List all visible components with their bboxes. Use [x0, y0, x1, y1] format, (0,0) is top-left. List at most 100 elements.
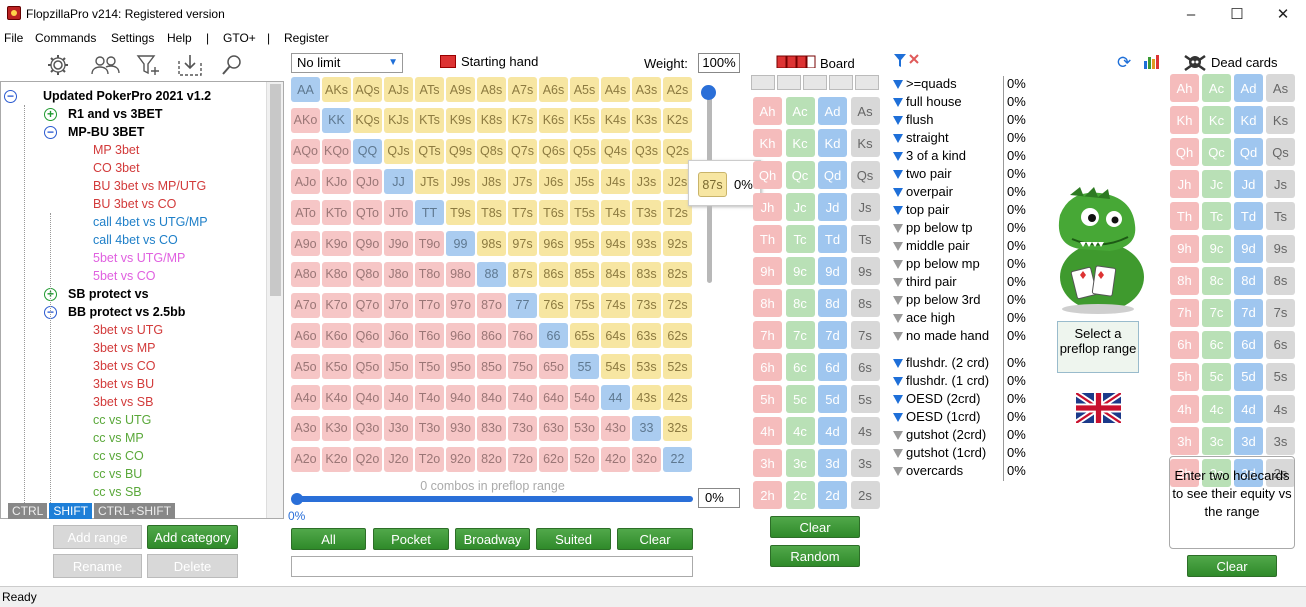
- hand-cell[interactable]: K4o: [322, 385, 351, 410]
- menu-help[interactable]: Help: [167, 31, 192, 45]
- board-card[interactable]: Jh: [753, 193, 782, 221]
- hand-cell[interactable]: 86s: [539, 261, 568, 287]
- close-button[interactable]: ✕: [1276, 6, 1290, 23]
- gear-icon[interactable]: [44, 52, 72, 78]
- collapse-icon[interactable]: −: [44, 126, 57, 139]
- filter-icon[interactable]: [893, 431, 903, 441]
- hand-cell[interactable]: JTo: [384, 200, 413, 226]
- stat-row[interactable]: OESD (1crd): [893, 408, 980, 426]
- hand-cell[interactable]: 43o: [601, 415, 630, 441]
- hand-cell[interactable]: KJo: [322, 169, 351, 195]
- hand-cell[interactable]: T8s: [477, 200, 506, 226]
- hand-cell[interactable]: 53o: [570, 415, 599, 441]
- hand-cell[interactable]: 54o: [570, 385, 599, 410]
- dead-card[interactable]: Ah: [1170, 74, 1199, 102]
- dead-card[interactable]: 2s: [1266, 459, 1295, 488]
- hand-cell[interactable]: QJo: [353, 169, 382, 195]
- hand-cell[interactable]: 22: [663, 446, 692, 472]
- hand-cell[interactable]: Q4s: [601, 138, 630, 164]
- tree-item[interactable]: MP 3bet: [93, 143, 140, 157]
- hand-cell[interactable]: 83s: [632, 261, 661, 287]
- board-clear-button[interactable]: Clear: [770, 516, 860, 538]
- hand-cell[interactable]: Q2s: [663, 138, 692, 164]
- hand-cell[interactable]: K9o: [322, 231, 351, 256]
- filter-icon[interactable]: [893, 98, 903, 108]
- board-card[interactable]: Ts: [850, 225, 880, 253]
- hand-cell[interactable]: 95o: [446, 354, 475, 380]
- board-slot[interactable]: [855, 75, 879, 90]
- tree-item[interactable]: 3bet vs UTG: [93, 323, 164, 337]
- hand-cell[interactable]: 97s: [508, 231, 537, 256]
- dead-card[interactable]: Js: [1266, 170, 1295, 199]
- filter-icon[interactable]: [893, 359, 903, 369]
- hand-cell[interactable]: Q6o: [353, 323, 382, 349]
- dead-card[interactable]: 4c: [1202, 395, 1231, 423]
- hand-cell[interactable]: K7o: [322, 292, 351, 318]
- hand-cell[interactable]: 97o: [446, 292, 475, 318]
- hand-cell[interactable]: 93s: [632, 231, 661, 256]
- dead-cards-clear-button[interactable]: Clear: [1187, 555, 1277, 577]
- hand-cell[interactable]: A6s: [539, 77, 568, 102]
- stat-row[interactable]: middle pair: [893, 237, 970, 255]
- hand-cell[interactable]: 96s: [539, 231, 568, 256]
- stat-row[interactable]: overcards: [893, 462, 963, 480]
- board-card[interactable]: 3s: [850, 449, 880, 477]
- hand-cell[interactable]: AQs: [353, 77, 382, 102]
- hand-cell[interactable]: 62o: [539, 446, 568, 472]
- board-card[interactable]: 4s: [850, 417, 880, 445]
- hand-cell[interactable]: A9o: [291, 231, 320, 256]
- board-card[interactable]: 8c: [785, 289, 815, 317]
- range-pct-input[interactable]: 0%: [698, 488, 740, 508]
- board-card[interactable]: 5s: [850, 385, 880, 413]
- hand-cell[interactable]: 73o: [508, 415, 537, 441]
- hand-cell[interactable]: 94s: [601, 231, 630, 256]
- select-broadway-button[interactable]: Broadway: [455, 528, 530, 550]
- hand-cell[interactable]: K4s: [601, 107, 630, 133]
- hand-cell[interactable]: 63s: [632, 323, 661, 349]
- board-card[interactable]: 4c: [785, 417, 815, 445]
- dead-card[interactable]: Th: [1170, 202, 1199, 231]
- key-ctrl-shift[interactable]: CTRL+SHIFT: [94, 503, 176, 519]
- menu-file[interactable]: File: [4, 31, 24, 45]
- board-card[interactable]: 6c: [785, 353, 815, 381]
- hand-cell[interactable]: K2o: [322, 446, 351, 472]
- board-card[interactable]: 9s: [850, 257, 880, 285]
- hand-cell[interactable]: T6o: [415, 323, 444, 349]
- import-icon[interactable]: [176, 52, 204, 78]
- hand-cell[interactable]: T2s: [663, 200, 692, 226]
- board-card[interactable]: 6h: [753, 353, 782, 381]
- dead-card[interactable]: Jc: [1202, 170, 1231, 199]
- stat-row[interactable]: gutshot (1crd): [893, 444, 986, 462]
- board-card[interactable]: 9d: [818, 257, 847, 285]
- filter-icon[interactable]: [893, 170, 903, 180]
- tree-item[interactable]: Updated PokerPro 2021 v1.2: [43, 89, 212, 103]
- hand-cell[interactable]: A5s: [570, 77, 599, 102]
- dead-card[interactable]: Tc: [1202, 202, 1231, 231]
- search-icon[interactable]: [218, 52, 246, 78]
- chart-icon[interactable]: [1143, 54, 1161, 69]
- hand-cell[interactable]: KJs: [384, 107, 413, 133]
- board-card[interactable]: 3d: [818, 449, 847, 477]
- board-card[interactable]: 7h: [753, 321, 782, 349]
- minimize-button[interactable]: –: [1186, 5, 1196, 23]
- hand-cell[interactable]: Q8s: [477, 138, 506, 164]
- hand-cell[interactable]: K5s: [570, 107, 599, 133]
- hand-cell[interactable]: A7s: [508, 77, 537, 102]
- hand-cell[interactable]: QTs: [415, 138, 444, 164]
- hand-cell[interactable]: 75o: [508, 354, 537, 380]
- board-card[interactable]: Js: [850, 193, 880, 221]
- hand-cell[interactable]: 87o: [477, 292, 506, 318]
- range-slider-track[interactable]: [296, 496, 693, 502]
- hand-cell[interactable]: K3o: [322, 415, 351, 441]
- dead-card[interactable]: Ks: [1266, 106, 1295, 135]
- board-card[interactable]: 4h: [753, 417, 782, 445]
- board-card[interactable]: Kd: [818, 129, 847, 157]
- dead-card[interactable]: 9h: [1170, 234, 1199, 263]
- tree-scrollbar[interactable]: [266, 82, 283, 518]
- dead-card[interactable]: Ts: [1266, 202, 1295, 231]
- hand-cell[interactable]: 98s: [477, 231, 506, 256]
- tree-item[interactable]: 3bet vs SB: [93, 395, 154, 409]
- key-shift[interactable]: SHIFT: [49, 503, 93, 519]
- hand-cell[interactable]: 92o: [446, 446, 475, 472]
- hand-cell[interactable]: 74o: [508, 385, 537, 410]
